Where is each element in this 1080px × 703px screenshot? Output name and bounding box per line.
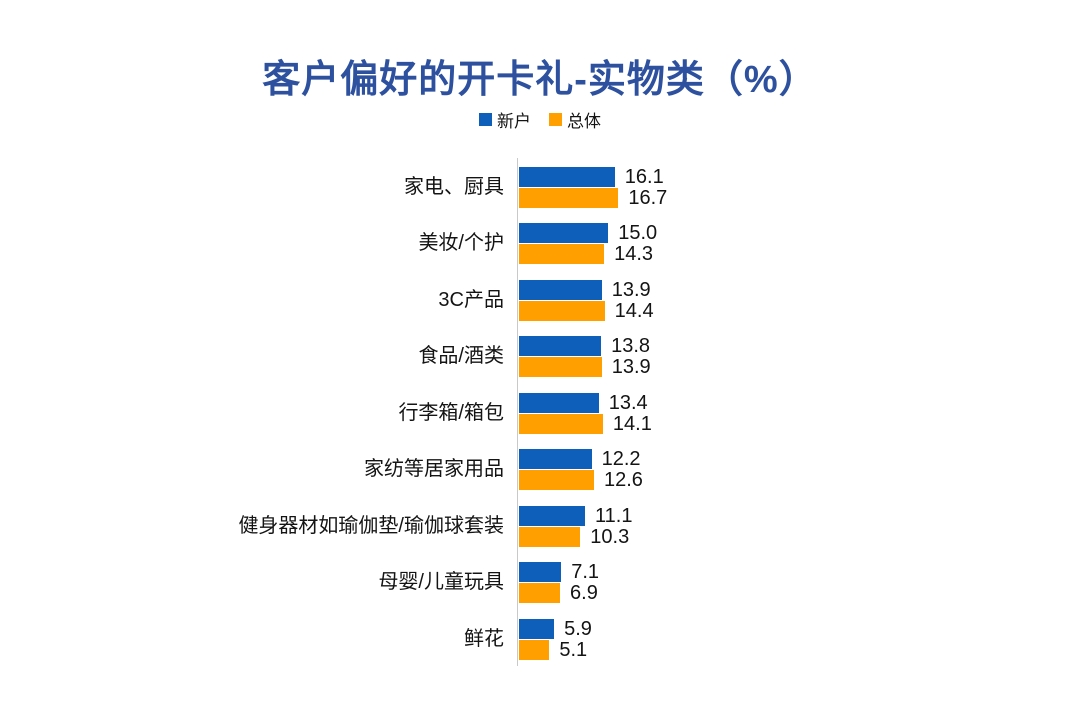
- bar-value-new: 5.9: [564, 617, 592, 640]
- category-label: 鲜花: [464, 627, 504, 650]
- bar-new: [519, 449, 592, 470]
- legend-label-new: 新户: [497, 112, 531, 131]
- bar-line: 12.6: [519, 469, 643, 492]
- legend: 新户 总体: [0, 107, 1080, 132]
- category-label: 3C产品: [438, 288, 504, 311]
- chart-row: 鲜花 5.9 5.1: [0, 611, 1080, 668]
- bar-value-new: 13.4: [608, 391, 648, 414]
- bar-value-overall: 13.9: [611, 356, 651, 379]
- bar-line: 16.7: [519, 186, 668, 209]
- bar-new: [519, 505, 586, 526]
- bar-value-overall: 6.9: [570, 582, 598, 605]
- bar-value-overall: 14.1: [612, 412, 652, 435]
- category-label: 食品/酒类: [418, 345, 504, 368]
- legend-item-new: 新户: [479, 107, 531, 132]
- bar-value-new: 12.2: [601, 448, 641, 471]
- bar-value-new: 16.1: [624, 165, 664, 188]
- bar-new: [519, 392, 599, 413]
- bar-overall: [519, 583, 561, 604]
- bar-pair: 13.9 14.4: [519, 278, 654, 322]
- bar-value-overall: 14.3: [614, 243, 654, 266]
- bar-line: 5.9: [519, 617, 592, 640]
- bar-value-overall: 16.7: [628, 186, 668, 209]
- bar-value-new: 13.9: [611, 278, 651, 301]
- bar-pair: 7.1 6.9: [519, 561, 600, 605]
- bar-pair: 13.4 14.1: [519, 391, 652, 435]
- bar-line: 14.1: [519, 412, 652, 435]
- bar-line: 13.9: [519, 278, 654, 301]
- legend-swatch-overall-icon: [549, 113, 562, 126]
- bar-pair: 13.8 13.9: [519, 335, 651, 379]
- category-label: 健身器材如瑜伽垫/瑜伽球套装: [238, 514, 504, 537]
- bar-line: 15.0: [519, 222, 658, 245]
- chart-title: 客户偏好的开卡礼-实物类（%）: [262, 59, 818, 101]
- bar-line: 14.3: [519, 243, 657, 266]
- bar-new: [519, 618, 555, 639]
- bar-overall: [519, 526, 581, 547]
- chart-row: 家电、厨具 16.1 16.7: [0, 159, 1080, 216]
- bar-new: [519, 223, 609, 244]
- bar-line: 5.1: [519, 638, 592, 661]
- bar-line: 11.1: [519, 504, 633, 527]
- bar-new: [519, 562, 562, 583]
- legend-label-overall: 总体: [567, 112, 601, 131]
- axis-line: [517, 158, 518, 666]
- bar-pair: 16.1 16.7: [519, 165, 668, 209]
- chart-row: 3C产品 13.9 14.4: [0, 272, 1080, 329]
- legend-item-overall: 总体: [549, 107, 601, 132]
- bar-line: 13.4: [519, 391, 652, 414]
- bar-overall: [519, 244, 605, 265]
- category-label: 行李箱/箱包: [398, 401, 504, 424]
- bar-overall: [519, 639, 550, 660]
- bar-pair: 11.1 10.3: [519, 504, 633, 548]
- bar-value-new: 15.0: [618, 222, 658, 245]
- chart-row: 健身器材如瑜伽垫/瑜伽球套装 11.1 10.3: [0, 498, 1080, 555]
- category-label: 家电、厨具: [404, 175, 504, 198]
- bar-overall: [519, 413, 603, 434]
- bar-line: 7.1: [519, 561, 600, 584]
- bar-line: 14.4: [519, 299, 654, 322]
- bar-overall: [519, 470, 594, 491]
- bar-line: 10.3: [519, 525, 632, 548]
- bar-value-new: 13.8: [611, 335, 651, 358]
- bar-new: [519, 279, 602, 300]
- bar-overall: [519, 300, 605, 321]
- chart-row: 家纺等居家用品 12.2 12.6: [0, 442, 1080, 499]
- bar-new: [519, 166, 615, 187]
- bar-overall: [519, 357, 602, 378]
- bar-line: 13.8: [519, 335, 651, 358]
- bar-new: [519, 336, 602, 357]
- category-label: 母婴/儿童玩具: [378, 571, 504, 594]
- chart-row: 美妆/个护 15.0 14.3: [0, 216, 1080, 273]
- bar-value-overall: 12.6: [603, 469, 643, 492]
- legend-swatch-new-icon: [479, 113, 492, 126]
- bar-line: 16.1: [519, 165, 667, 188]
- bar-pair: 15.0 14.3: [519, 222, 658, 266]
- chart-row: 食品/酒类 13.8 13.9: [0, 329, 1080, 386]
- bar-pair: 5.9 5.1: [519, 617, 592, 661]
- bar-value-overall: 10.3: [590, 525, 630, 548]
- bar-value-overall: 14.4: [614, 299, 654, 322]
- chart-row: 行李箱/箱包 13.4 14.1: [0, 385, 1080, 442]
- chart-rows: 家电、厨具 16.1 16.7 美妆/个护 15.0 14.3 3C产品 13.9 14.4 食品…: [0, 159, 1080, 668]
- bar-value-new: 11.1: [595, 504, 633, 527]
- category-label: 美妆/个护: [418, 232, 504, 255]
- bar-overall: [519, 187, 619, 208]
- bar-line: 13.9: [519, 356, 651, 379]
- bar-value-new: 7.1: [571, 561, 600, 584]
- bar-line: 6.9: [519, 582, 599, 605]
- bar-pair: 12.2 12.6: [519, 448, 643, 492]
- chart-row: 母婴/儿童玩具 7.1 6.9: [0, 555, 1080, 612]
- category-label: 家纺等居家用品: [364, 458, 504, 481]
- bar-line: 12.2: [519, 448, 643, 471]
- bar-value-overall: 5.1: [559, 638, 588, 661]
